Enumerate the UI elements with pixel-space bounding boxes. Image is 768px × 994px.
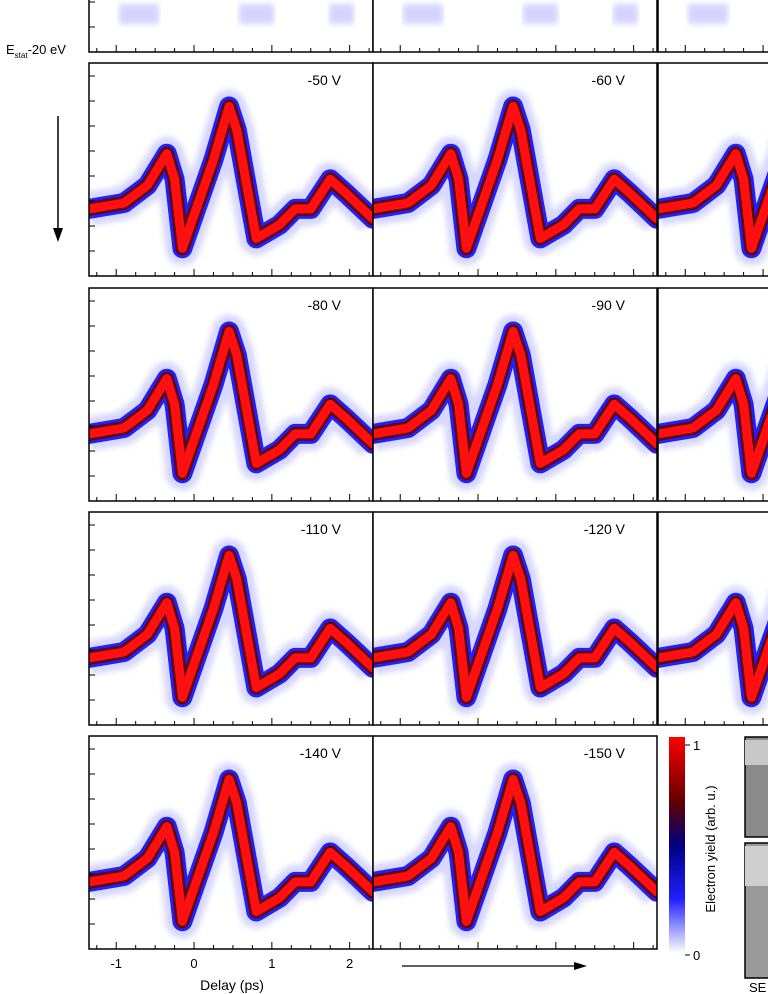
signal-core (89, 327, 373, 478)
faint-signal (239, 4, 274, 24)
panel-frame (372, 0, 658, 53)
panel-frame (657, 62, 768, 277)
sem-images-partial: SE (744, 736, 768, 994)
panel-frame (372, 511, 658, 726)
colorbar: 1 0 Electron yield (arb. u.) (669, 737, 718, 963)
heatmap-panel (88, 0, 374, 53)
signal-core (373, 327, 657, 478)
heatmap-panel: -90 V (372, 287, 658, 502)
heatmap-panel (657, 511, 768, 726)
panel-frame (657, 287, 768, 502)
heatmap-panel (657, 287, 768, 502)
panel-voltage-label: -80 V (308, 297, 342, 313)
panel-voltage-label: -50 V (308, 72, 342, 88)
faint-signal (688, 4, 728, 24)
signal-core (658, 598, 768, 702)
signal-core (373, 102, 657, 253)
x-tick-label: 2 (346, 956, 353, 971)
faint-signal (403, 4, 443, 24)
colorbar-min-label: 0 (693, 948, 700, 963)
x-axis-label: Delay (ps) (200, 977, 264, 993)
panel-voltage-label: -150 V (584, 745, 626, 761)
heatmap-panel: -150 V (372, 735, 658, 950)
signal-core (89, 775, 373, 926)
signal-core (89, 102, 373, 253)
signal-core (89, 551, 373, 702)
colorbar-label: Electron yield (arb. u.) (703, 785, 718, 912)
sem-partial-label: SE (749, 980, 767, 994)
panel-voltage-label: -90 V (592, 297, 626, 313)
energy-direction-arrow (53, 116, 63, 242)
signal-core (658, 374, 768, 478)
panel-frame (372, 62, 658, 277)
panel-frame (372, 735, 658, 950)
heatmap-panel: -110 V (88, 511, 374, 726)
x-tick-label: 0 (190, 956, 197, 971)
heatmap-panel: -60 V (372, 62, 658, 277)
x-tick-label: 1 (268, 956, 275, 971)
heatmap-panel (657, 0, 768, 53)
heatmap-panel (372, 0, 658, 53)
signal-core (373, 775, 657, 926)
panel-voltage-label: -140 V (300, 745, 342, 761)
heatmap-panel: -120 V (372, 511, 658, 726)
faint-signal (613, 4, 638, 24)
heatmap-panel: -80 V (88, 287, 374, 502)
signal-core (373, 551, 657, 702)
heatmap-panel: -50 V (88, 62, 374, 277)
panel-frame (657, 0, 768, 53)
delay-direction-arrow (402, 962, 587, 970)
colorbar-gradient (669, 737, 685, 953)
faint-signal (523, 4, 558, 24)
panel-frame (657, 511, 768, 726)
x-tick-labels: -1 0 1 2 (110, 956, 353, 971)
heatmap-panel (657, 62, 768, 277)
signal-core (658, 149, 768, 253)
colorbar-max-label: 1 (693, 738, 700, 753)
energy-axis-label: Estat-20 eV (6, 42, 66, 60)
heatmap-panel: -140 V (88, 735, 374, 950)
faint-signal (329, 4, 354, 24)
faint-signal (119, 4, 159, 24)
x-tick-label: -1 (110, 956, 122, 971)
panel-voltage-label: -120 V (584, 521, 626, 537)
panel-voltage-label: -60 V (592, 72, 626, 88)
heatmap-panels: -50 V -60 V -80 V -90 V -110 V -120 V -140 V -1… (88, 0, 768, 950)
panel-voltage-label: -110 V (301, 521, 342, 537)
panel-frame (372, 287, 658, 502)
